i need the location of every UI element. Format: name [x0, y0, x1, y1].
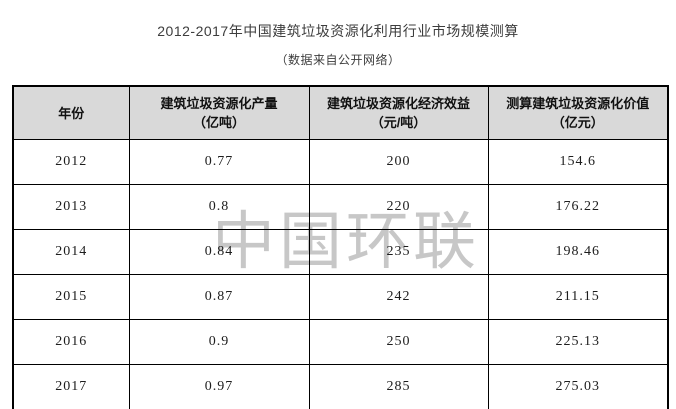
table-cell: 176.22 — [487, 184, 669, 230]
column-header: 建筑垃圾资源化产量 （亿吨） — [128, 85, 310, 140]
market-size-table: 年份 建筑垃圾资源化产量 （亿吨） 建筑垃圾资源化经济效益 （元/吨） 测算建筑垃圾资源化… — [12, 85, 669, 409]
table-row: 2014 0.84 235 198.46 — [12, 229, 669, 275]
table-row: 2015 0.87 242 211.15 — [12, 274, 669, 320]
column-header: 建筑垃圾资源化经济效益 （元/吨） — [308, 85, 489, 140]
table-cell: 2012 — [12, 139, 130, 185]
table-cell: 154.6 — [487, 139, 669, 185]
table-cell: 235 — [308, 229, 489, 275]
column-header-label: 年份 — [58, 105, 85, 121]
table-cell: 2013 — [12, 184, 130, 230]
table-row: 2017 0.97 285 275.03 — [12, 364, 669, 409]
page-title: 2012-2017年中国建筑垃圾资源化利用行业市场规模测算 — [157, 23, 519, 39]
column-header: 测算建筑垃圾资源化价值 （亿元） — [487, 85, 669, 140]
table-cell: 0.84 — [128, 229, 310, 275]
table-cell: 2014 — [12, 229, 130, 275]
page-subtitle: （数据来自公开网络） — [275, 53, 401, 67]
table-row: 2012 0.77 200 154.6 — [12, 139, 669, 185]
table-header-row: 年份 建筑垃圾资源化产量 （亿吨） 建筑垃圾资源化经济效益 （元/吨） 测算建筑垃圾资源化… — [12, 85, 669, 140]
table-cell: 2015 — [12, 274, 130, 320]
column-header-label: 测算建筑垃圾资源化价值 — [506, 96, 650, 111]
column-header-label: 建筑垃圾资源化产量 — [160, 96, 278, 111]
table-cell: 2016 — [12, 319, 130, 365]
table-row: 2016 0.9 250 225.13 — [12, 319, 669, 365]
table-row: 2013 0.8 220 176.22 — [12, 184, 669, 230]
table-cell: 211.15 — [487, 274, 669, 320]
table-cell: 242 — [308, 274, 489, 320]
table-cell: 220 — [308, 184, 489, 230]
table-cell: 0.9 — [128, 319, 310, 365]
table-cell: 275.03 — [487, 364, 669, 409]
column-header-unit: （亿吨） — [192, 115, 245, 130]
column-header-unit: （亿元） — [551, 115, 604, 130]
table-cell: 0.87 — [128, 274, 310, 320]
column-header-label: 建筑垃圾资源化经济效益 — [326, 96, 470, 111]
table-cell: 0.8 — [128, 184, 310, 230]
table-cell: 198.46 — [487, 229, 669, 275]
table-cell: 200 — [308, 139, 489, 185]
table-cell: 225.13 — [487, 319, 669, 365]
table-cell: 0.77 — [128, 139, 310, 185]
table-cell: 285 — [308, 364, 489, 409]
table-cell: 250 — [308, 319, 489, 365]
table-cell: 0.97 — [128, 364, 310, 409]
table-header: 年份 建筑垃圾资源化产量 （亿吨） 建筑垃圾资源化经济效益 （元/吨） 测算建筑垃圾资源化… — [12, 85, 669, 140]
table-cell: 2017 — [12, 364, 130, 409]
table-body: 2012 0.77 200 154.6 2013 0.8 220 176.22 2014 0.84… — [12, 139, 669, 409]
column-header: 年份 — [12, 85, 130, 140]
column-header-unit: （元/吨） — [370, 115, 427, 130]
